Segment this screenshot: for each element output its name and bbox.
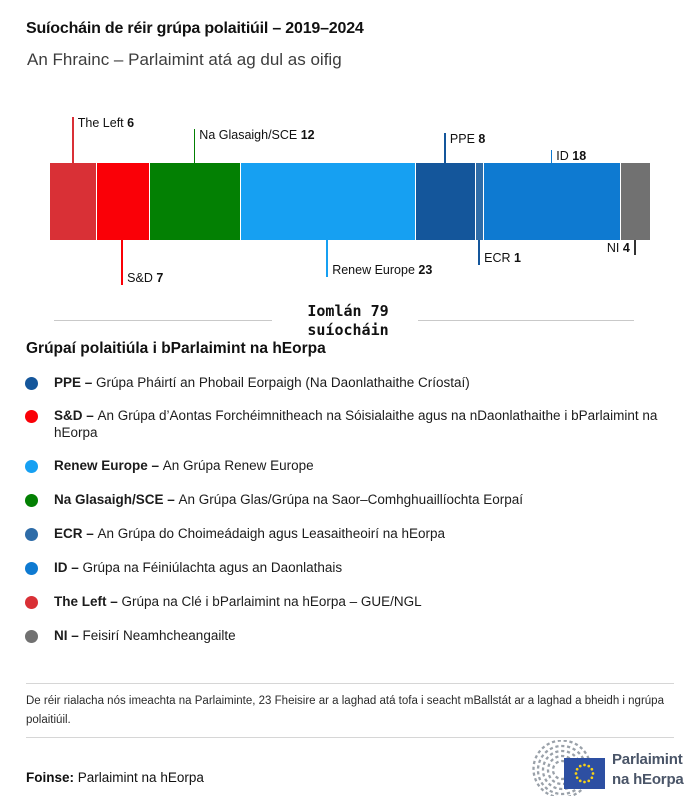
callout-tick-ecr xyxy=(478,240,480,265)
footnote-text: De réir rialacha nós imeachta na Parlaim… xyxy=(26,695,664,726)
bar-label-renew-europe: Renew Europe 23 xyxy=(332,263,433,277)
legend-heading: Grúpaí polaitiúla i bParlaimint na hEorp… xyxy=(26,340,326,357)
eu-flag-stars xyxy=(574,763,595,784)
legend-color-dot-ni xyxy=(25,630,38,643)
bar-label-the-left: The Left 6 xyxy=(77,116,135,130)
divider-line-right xyxy=(418,320,634,321)
legend-color-dot-renew-europe xyxy=(25,460,38,473)
legend-color-dot-id xyxy=(25,562,38,575)
bar-label-na-glasaigh-sce: Na Glasaigh/SCE 12 xyxy=(199,128,315,142)
legend-item-text: Na Glasaigh/SCE – An Grúpa Glas/Grúpa na… xyxy=(54,492,523,507)
callout-tick-ppe xyxy=(444,133,446,163)
legend-color-dot-ecr xyxy=(25,528,38,541)
legend-color-dot-the-left xyxy=(25,596,38,609)
european-parliament-logo-icon xyxy=(532,740,605,796)
legend-item-text: The Left – Grúpa na Clé i bParlaimint na… xyxy=(54,594,422,609)
legend-item-text: ID – Grúpa na Féiniúlachta agus an Daonl… xyxy=(54,560,343,575)
divider-line-left xyxy=(54,320,272,321)
legend-color-dot-ppe xyxy=(25,377,38,390)
callout-tick-s-d xyxy=(121,240,123,285)
logo-line2: na hEorpa xyxy=(612,770,684,788)
eu-flag-icon xyxy=(564,758,605,789)
callout-tick-the-left xyxy=(72,117,74,163)
footnote-rule-top xyxy=(26,683,674,684)
bar-segment-s-d xyxy=(95,163,149,240)
source-value: Parlaimint na hEorpa xyxy=(77,770,204,785)
bar-label-ppe: PPE 8 xyxy=(449,132,486,146)
callout-tick-id xyxy=(550,150,553,163)
page-subtitle: An Fhrainc – Parlaimint atá ag dul as oi… xyxy=(27,50,342,69)
bar-segment-ecr xyxy=(475,163,483,240)
bar-label-ecr: ECR 1 xyxy=(484,251,521,265)
bar-segment-ppe xyxy=(414,163,476,240)
legend-item-text: NI – Feisirí Neamhcheangailte xyxy=(54,628,236,643)
source-line: Foinse: Parlaimint na hEorpa xyxy=(26,770,204,785)
legend-color-dot-s-d xyxy=(25,410,38,423)
legend-item-text: ECR – An Grúpa do Choimeádaigh agus Leas… xyxy=(54,526,446,541)
callout-tick-na-glasaigh-sce xyxy=(193,129,196,163)
page-title: Suíocháin de réir grúpa polaitiúil – 201… xyxy=(26,20,364,37)
callout-tick-ni xyxy=(634,240,636,255)
total-seats-line2: suíocháin xyxy=(307,321,389,339)
bar-label-s-d: S&D 7 xyxy=(127,271,164,285)
bar-segment-the-left xyxy=(50,163,96,240)
logo-wordmark: Parlaimint na hEorpa xyxy=(612,750,684,789)
footnote-rule-bottom xyxy=(26,737,674,738)
bar-segment-id xyxy=(482,163,620,240)
callout-tick-renew-europe xyxy=(326,240,328,277)
total-seats-label: Iomlán 79 suíocháin xyxy=(276,302,420,340)
bar-segment-ni xyxy=(619,163,650,240)
source-label: Foinse: xyxy=(26,770,75,785)
bar-label-ni: NI 4 xyxy=(606,241,630,255)
bar-segment-na-glasaigh-sce xyxy=(148,163,240,240)
legend-color-dot-na-glasaigh-sce xyxy=(25,494,38,507)
bar-label-id: ID 18 xyxy=(556,149,587,163)
legend-item-text: S&D – An Grúpa d’Aontas Forchéimnitheach… xyxy=(54,408,658,440)
legend-item-text: PPE – Grúpa Pháirtí an Phobail Eorpaigh … xyxy=(54,375,470,390)
bar-segment-renew-europe xyxy=(239,163,415,240)
total-seats-line1: Iomlán 79 xyxy=(307,302,389,320)
logo-line1: Parlaimint xyxy=(612,751,683,768)
legend-item-text: Renew Europe – An Grúpa Renew Europe xyxy=(54,458,314,473)
